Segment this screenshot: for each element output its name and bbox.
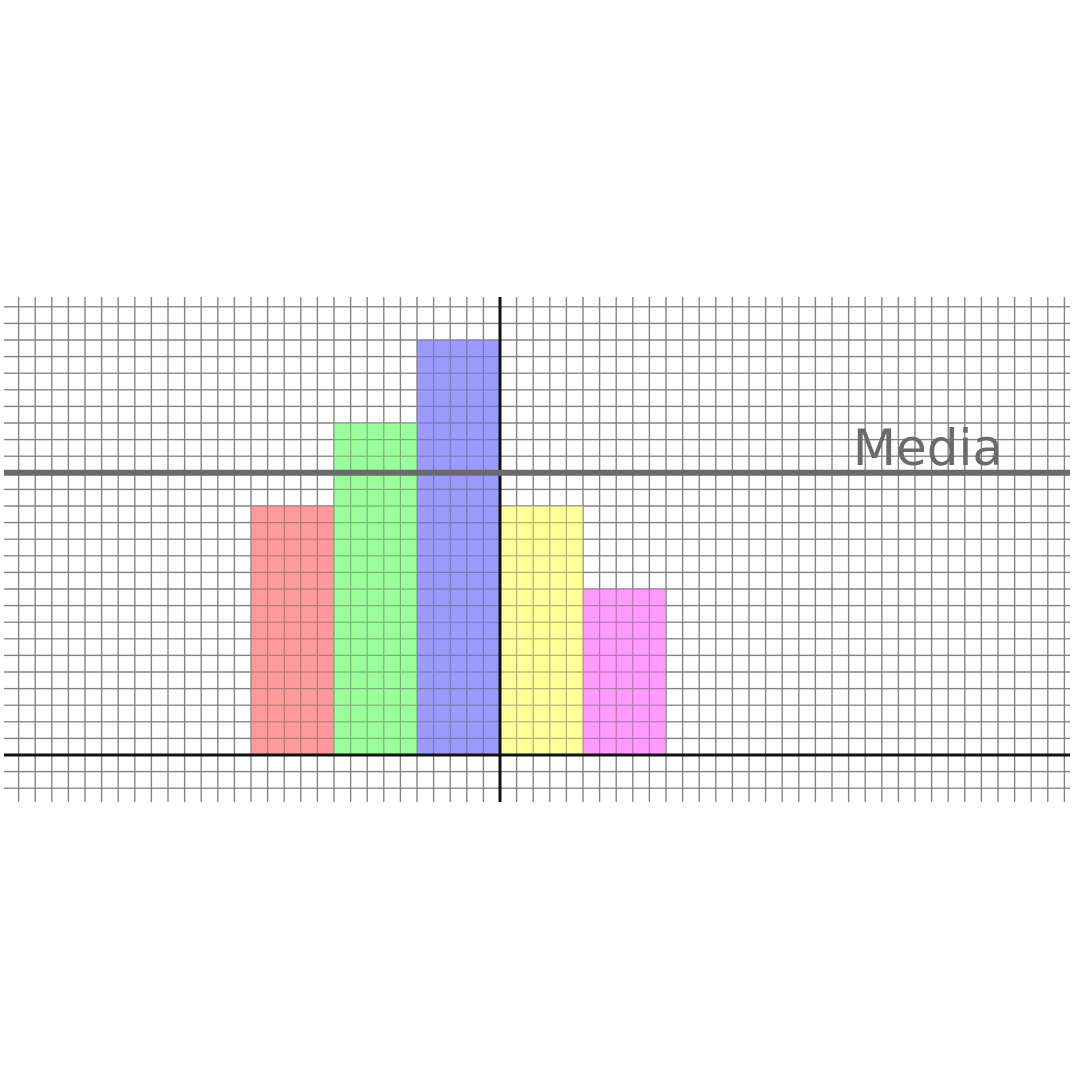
bars (251, 340, 666, 755)
average-group: Media (4, 419, 1070, 477)
bar-1 (251, 506, 334, 755)
grid-overlay (4, 297, 1070, 802)
bar-3 (417, 340, 500, 755)
axes (4, 297, 1070, 802)
bar-2 (334, 423, 417, 755)
bar-5 (583, 589, 666, 755)
bar-4 (500, 506, 583, 755)
average-label: Media (853, 419, 1003, 477)
